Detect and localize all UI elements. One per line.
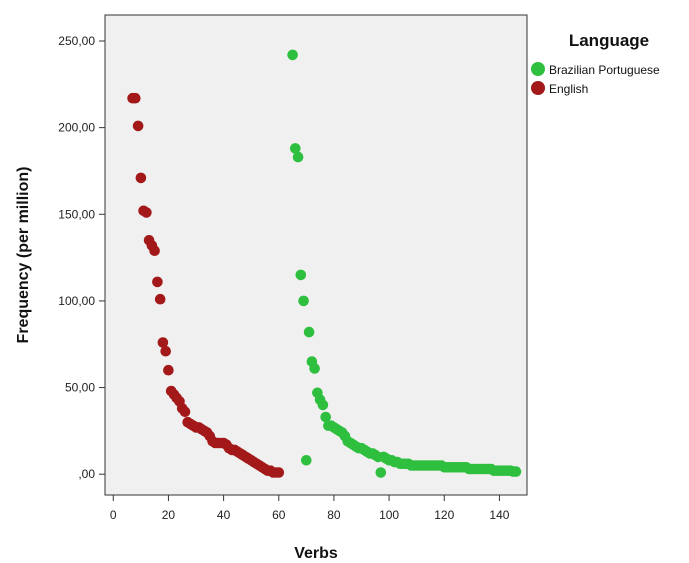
x-tick-label: 60 xyxy=(272,508,286,522)
x-tick-label: 40 xyxy=(217,508,231,522)
y-tick-label: 200,00 xyxy=(58,121,95,135)
data-point-english xyxy=(160,345,171,357)
data-point-brazilian-portuguese xyxy=(375,467,387,478)
data-point-brazilian-portuguese xyxy=(290,143,301,154)
legend-marker-english xyxy=(531,81,545,95)
x-tick-label: 0 xyxy=(110,508,117,522)
legend-label-brazilian-portuguese: Brazilian Portuguese xyxy=(549,63,660,77)
data-point-english xyxy=(132,120,144,132)
legend-marker-brazilian-portuguese xyxy=(531,62,545,76)
legend-label-english: English xyxy=(549,82,588,96)
data-point-english xyxy=(141,207,152,218)
data-point-brazilian-portuguese xyxy=(309,363,320,374)
y-tick-label: 50,00 xyxy=(65,381,95,395)
data-point-english xyxy=(157,337,169,348)
data-point-brazilian-portuguese xyxy=(301,455,312,466)
data-points xyxy=(127,49,522,478)
data-point-english xyxy=(135,172,147,184)
y-tick-label: 100,00 xyxy=(58,294,95,308)
data-point-english xyxy=(152,276,163,288)
legend: Language Brazilian Portuguese English xyxy=(531,31,660,96)
data-point-brazilian-portuguese xyxy=(298,295,309,307)
x-tick-label: 140 xyxy=(489,508,509,522)
y-axis-title: Frequency (per million) xyxy=(15,167,32,344)
x-tick-label: 80 xyxy=(327,508,341,522)
data-point-brazilian-portuguese xyxy=(510,466,522,477)
data-point-brazilian-portuguese xyxy=(303,326,315,338)
data-point-english xyxy=(154,293,166,305)
data-point-brazilian-portuguese xyxy=(292,151,304,163)
x-tick-label: 120 xyxy=(434,508,454,522)
data-point-english xyxy=(130,92,141,104)
x-tick-label: 100 xyxy=(379,508,399,522)
data-point-english xyxy=(179,406,191,418)
data-point-brazilian-portuguese xyxy=(320,411,332,423)
y-tick-label: 250,00 xyxy=(58,34,95,48)
x-axis-title: Verbs xyxy=(294,545,338,562)
y-tick-label: ,00 xyxy=(78,467,95,481)
axes: 0 20 40 60 80 100 120 140 ,00 50,00 100,00 150,00 20… xyxy=(58,34,509,522)
data-point-brazilian-portuguese xyxy=(287,49,298,61)
legend-title: Language xyxy=(569,31,649,50)
data-point-english xyxy=(149,245,160,256)
y-tick-label: 150,00 xyxy=(58,207,95,221)
plot-area xyxy=(104,14,528,496)
x-tick-label: 20 xyxy=(162,508,176,522)
data-point-english xyxy=(163,364,174,376)
data-point-english xyxy=(273,467,285,478)
data-point-brazilian-portuguese xyxy=(295,269,307,281)
data-point-brazilian-portuguese xyxy=(317,399,329,411)
